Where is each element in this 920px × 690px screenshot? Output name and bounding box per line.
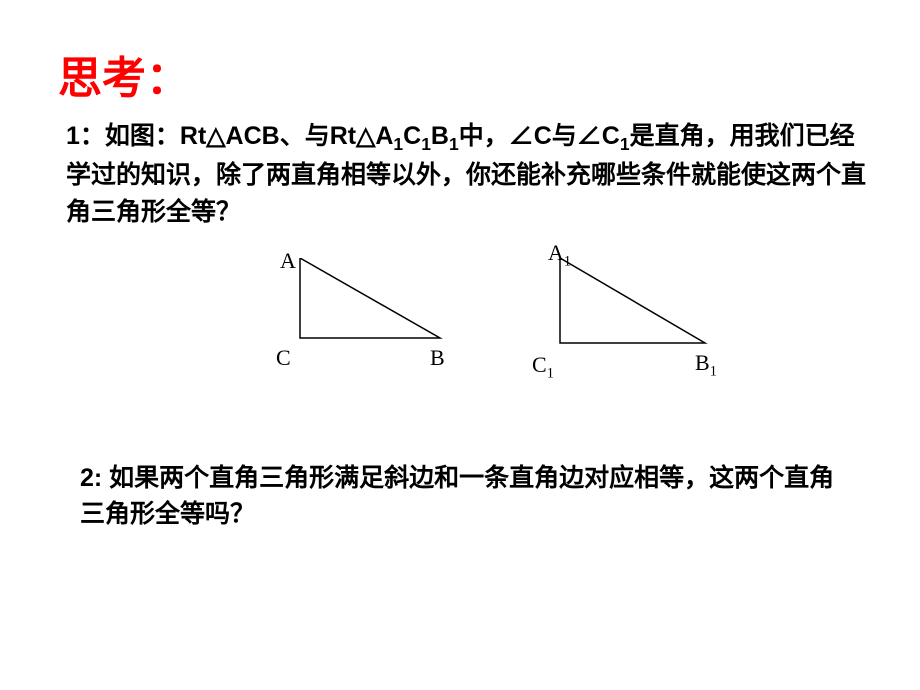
sub-1: 1 (393, 134, 403, 154)
triangle-2-shape (560, 258, 705, 343)
triangle-1-label-c: C (276, 345, 291, 371)
p1-mid2: 中，∠C与∠C (459, 122, 620, 150)
p1-mid1: 、与Rt (280, 122, 356, 150)
triangle-1-label-b: B (430, 345, 445, 371)
p1-tri2b: B (431, 122, 449, 150)
sub-1: 1 (421, 134, 431, 154)
p1-prefix: 1：如图：Rt (66, 122, 206, 150)
triangle-2-label-a: A1 (548, 240, 571, 270)
p1-tri2a: A (375, 122, 393, 150)
triangle-1-shape (300, 258, 440, 338)
p1-tri1: ACB (226, 122, 280, 150)
p1-tri2c: C (403, 122, 421, 150)
problem-1-text: 1：如图：Rt△ACB、与Rt△A1C1B1中，∠C与∠C1是直角，用我们已经学… (66, 118, 866, 230)
sub-1: 1 (620, 134, 630, 154)
problem-2-text: 2: 如果两个直角三角形满足斜边和一条直角边对应相等，这两个直角三角形全等吗？ (80, 460, 840, 533)
triangle-2-label-c: C1 (532, 352, 554, 382)
triangle-symbol: △ (206, 122, 225, 150)
triangle-1-label-a: A (280, 248, 296, 274)
sub-1: 1 (449, 134, 459, 154)
triangle-2-svg (520, 258, 730, 363)
section-title: 思考： (58, 42, 190, 106)
triangle-symbol: △ (356, 122, 375, 150)
triangle-2-label-b: B1 (695, 350, 717, 380)
